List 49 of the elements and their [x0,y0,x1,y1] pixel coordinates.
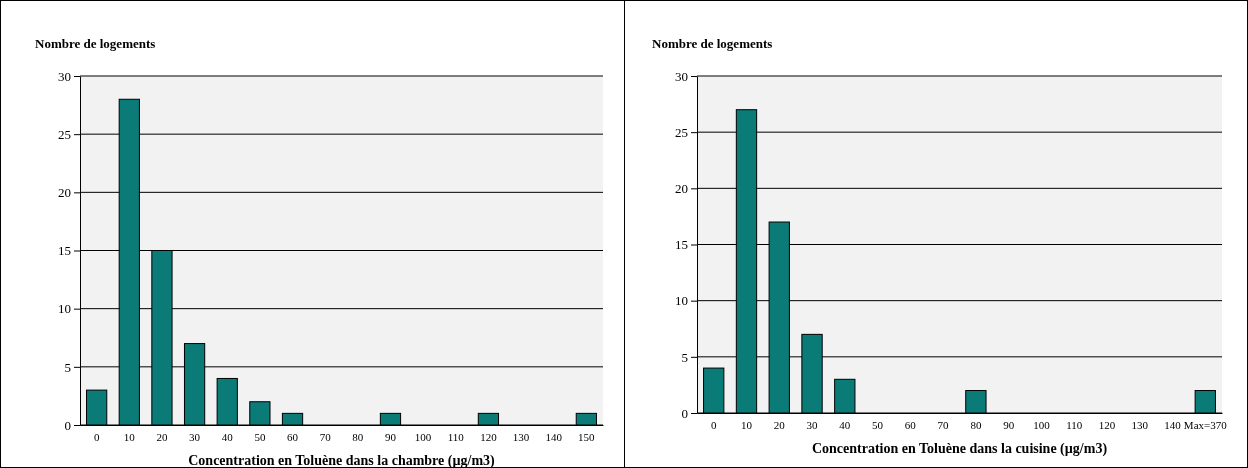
y-axis-title: Nombre de logements [652,36,773,51]
x-tick-label: 10 [123,430,136,443]
x-axis-title: Concentration en Toluène dans la cuisine (µg/m3) [811,441,1108,457]
x-tick-label: 90 [1003,418,1015,431]
x-tick-label: 150 [578,430,596,443]
y-axis-title: Nombre de logements [35,36,156,51]
x-axis-title: Concentration en Toluène dans la chambre (µg/m3) [188,453,496,468]
x-tick-label: 30 [806,418,819,431]
x-tick-label: 80 [970,418,982,431]
x-tick-label: 0 [93,430,100,443]
x-tick-label: 140 [1164,418,1182,431]
y-tick-label: 25 [675,124,688,140]
y-tick-label: 10 [675,293,688,309]
x-tick-label: 110 [447,430,465,443]
x-tick-label: 60 [287,430,299,443]
x-tick-label: 70 [319,430,332,443]
x-tick-label: 20 [156,430,168,443]
x-tick-label: 40 [839,418,851,431]
x-tick-label: 60 [904,418,917,431]
y-tick-label: 20 [675,180,688,196]
x-tick-label: 50 [872,418,884,431]
x-tick-label: 70 [937,418,950,431]
y-tick-label: 10 [58,301,71,317]
y-tick-label: 30 [675,68,688,84]
x-tick-label: 110 [1066,418,1083,431]
x-tick-label: 30 [189,430,201,443]
x-tick-label: 40 [221,430,234,443]
x-tick-label: 80 [352,430,364,443]
x-tick-label: 140 [545,430,563,443]
y-tick-label: 5 [681,349,688,365]
y-tick-label: 15 [675,237,688,253]
y-tick-label: 20 [58,184,71,200]
x-tick-label: Max=370 [1183,418,1228,431]
x-tick-label: 100 [1033,418,1051,431]
x-tick-label: 120 [480,430,498,443]
x-tick-label: 130 [1131,418,1149,431]
y-tick-label: 15 [58,243,71,259]
x-tick-label: 90 [384,430,397,443]
x-tick-label: 20 [773,418,786,431]
y-tick-label: 5 [64,359,71,375]
x-tick-label: 10 [740,418,753,431]
y-tick-label: 0 [681,405,688,421]
x-tick-label: 0 [710,418,717,431]
x-tick-label: 120 [1098,418,1116,431]
x-tick-label: 100 [414,430,432,443]
y-tick-label: 30 [58,68,71,84]
x-tick-label: 130 [512,430,530,443]
y-tick-label: 25 [58,126,71,142]
x-tick-label: 50 [254,430,266,443]
